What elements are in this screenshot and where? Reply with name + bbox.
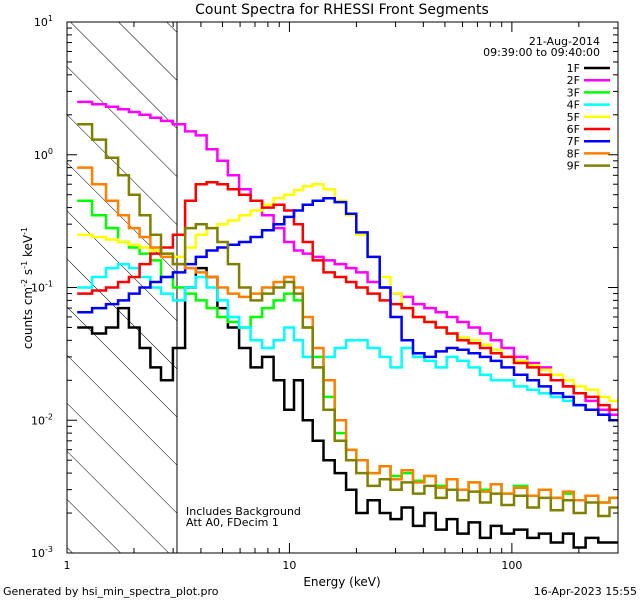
series-layer: [77, 100, 618, 549]
footer-generated-by: Generated by hsi_min_spectra_plot.pro: [3, 585, 219, 598]
legend-label-1f: 1F: [567, 62, 580, 75]
date-annotation: 21-Aug-2014: [529, 35, 600, 48]
y-label-exp1: -2: [20, 279, 29, 287]
legend-label-9f: 9F: [567, 160, 580, 173]
chart-title: Count Spectra for RHESSI Front Segments: [195, 2, 489, 18]
x-tick-label: 10: [282, 559, 296, 572]
legend-label-4f: 4F: [567, 99, 580, 112]
series-line-2f: [77, 100, 618, 417]
y-label-base: counts cm: [21, 287, 35, 349]
x-axis-label: Energy (keV): [303, 575, 380, 589]
y-tick-label: 10-2: [31, 412, 53, 427]
series-line-1f: [77, 266, 618, 549]
series-line-4f: [77, 262, 618, 422]
y-tick-label: 100: [34, 147, 53, 162]
series-line-9f: [77, 122, 618, 518]
y-label-exp3: -1: [20, 227, 29, 235]
y-tick-label: 10-3: [31, 545, 53, 560]
time-range-annotation: 09:39:00 to 09:40:00: [483, 46, 600, 59]
y-axis-label: counts cm-2 s-1 keV-1: [20, 227, 35, 349]
series-line-6f: [77, 181, 618, 411]
series-line-7f: [77, 197, 618, 422]
legend-label-3f: 3F: [567, 86, 580, 99]
y-tick-label: 101: [34, 14, 53, 29]
tick-layer: 1 10 100 101 100 10-1 10-2 10-3: [31, 14, 619, 572]
background-annotation: Includes Background: [186, 505, 301, 518]
x-tick-label: 100: [501, 559, 522, 572]
y-label-mid1: s: [21, 269, 35, 279]
y-tick-label: 10-1: [31, 280, 53, 295]
footer-timestamp: 16-Apr-2023 15:55: [534, 585, 637, 598]
y-label-exp2: -1: [20, 261, 29, 269]
x-tick-label: 1: [64, 559, 71, 572]
att-annotation: Att A0, FDecim 1: [186, 516, 279, 529]
legend-label-8f: 8F: [567, 147, 580, 160]
y-label-mid2: keV: [21, 234, 35, 261]
legend-label-5f: 5F: [567, 111, 580, 124]
legend-label-2f: 2F: [567, 74, 580, 87]
legend-label-7f: 7F: [567, 135, 580, 148]
legend-label-6f: 6F: [567, 123, 580, 136]
